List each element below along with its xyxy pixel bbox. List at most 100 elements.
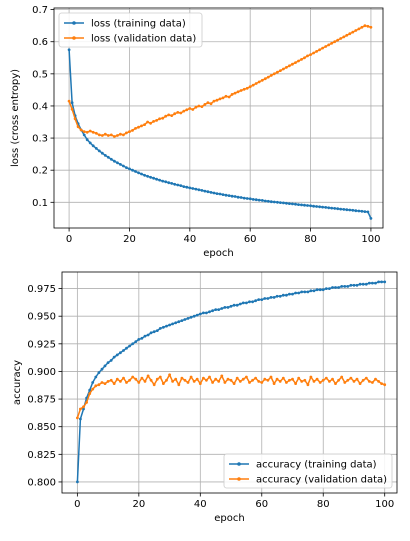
data-point xyxy=(363,210,367,214)
data-point xyxy=(241,301,245,305)
legend-box xyxy=(223,453,393,489)
data-point xyxy=(254,82,258,85)
data-point xyxy=(146,333,150,337)
data-point xyxy=(91,130,95,134)
data-point xyxy=(143,173,147,177)
data-point xyxy=(185,108,189,112)
data-point xyxy=(297,291,301,295)
data-point xyxy=(97,383,101,387)
data-point xyxy=(328,287,331,290)
data-point xyxy=(215,192,219,196)
y-axis-label: loss (cross entropy) xyxy=(10,69,21,167)
data-point xyxy=(257,380,261,383)
data-point xyxy=(251,378,255,382)
data-point xyxy=(97,149,101,153)
data-point xyxy=(208,310,211,314)
data-point xyxy=(315,288,319,292)
data-point xyxy=(245,197,249,200)
x-tick-label: 0 xyxy=(66,234,72,245)
data-point xyxy=(76,480,79,484)
data-point xyxy=(103,382,107,385)
data-point xyxy=(352,380,356,383)
data-point xyxy=(161,116,165,120)
data-point xyxy=(168,323,172,327)
y-tick-label: 0.7 xyxy=(32,5,48,16)
data-point xyxy=(291,202,294,206)
data-point xyxy=(82,407,85,411)
y-tick-label: 0.850 xyxy=(27,422,56,433)
plot-frame xyxy=(53,7,384,229)
data-point xyxy=(155,119,159,122)
data-point xyxy=(318,381,322,384)
data-point xyxy=(263,199,267,203)
data-point xyxy=(238,380,242,383)
data-point xyxy=(106,155,110,159)
data-point xyxy=(82,405,85,409)
data-point xyxy=(82,130,86,134)
data-point xyxy=(131,168,134,172)
data-point xyxy=(361,378,365,382)
data-point xyxy=(192,380,196,383)
data-point xyxy=(205,311,208,315)
data-point xyxy=(67,99,71,103)
data-point xyxy=(192,314,196,318)
data-point xyxy=(312,289,316,293)
data-point xyxy=(281,376,285,380)
data-point xyxy=(363,24,367,28)
data-point xyxy=(94,375,98,379)
legend-label: loss (training data) xyxy=(91,19,186,30)
data-point xyxy=(285,381,288,384)
data-point xyxy=(336,207,340,211)
data-point xyxy=(254,376,257,380)
data-point xyxy=(303,56,306,60)
data-point xyxy=(167,181,171,185)
data-point xyxy=(73,117,77,121)
data-point xyxy=(248,85,252,89)
data-point xyxy=(202,311,205,315)
data-point xyxy=(137,125,140,129)
data-point xyxy=(100,134,104,137)
data-point xyxy=(238,302,242,306)
data-point xyxy=(226,306,230,309)
data-point xyxy=(333,207,337,210)
data-point xyxy=(224,193,228,197)
data-point xyxy=(152,383,156,387)
data-point xyxy=(348,208,352,212)
data-point xyxy=(315,50,318,53)
y-tick-label: 0.6 xyxy=(32,37,48,48)
data-point xyxy=(131,129,134,132)
data-point xyxy=(119,351,122,355)
data-point xyxy=(331,377,334,381)
data-point xyxy=(297,59,300,63)
data-point xyxy=(334,382,337,385)
data-point xyxy=(257,298,261,301)
data-point xyxy=(257,198,261,202)
data-point xyxy=(276,70,279,74)
data-point xyxy=(182,185,186,189)
data-point xyxy=(318,48,321,52)
data-point xyxy=(352,283,356,287)
data-point xyxy=(106,380,110,383)
data-point xyxy=(294,61,297,64)
x-tick-label: 20 xyxy=(132,499,145,510)
data-point xyxy=(306,204,309,207)
data-point xyxy=(276,200,279,204)
data-point xyxy=(152,330,156,334)
data-point xyxy=(266,75,270,79)
legend-marker xyxy=(72,36,76,40)
legend-marker xyxy=(72,21,76,25)
data-point xyxy=(380,382,383,385)
data-point xyxy=(194,187,198,191)
data-point xyxy=(343,381,347,384)
data-point xyxy=(349,283,353,287)
data-point xyxy=(91,144,95,148)
data-point xyxy=(349,376,353,380)
data-point xyxy=(188,107,192,110)
data-point xyxy=(134,377,138,381)
data-point xyxy=(327,206,331,210)
y-axis-label: accuracy xyxy=(12,360,23,405)
x-tick-label: 60 xyxy=(255,499,268,510)
data-point xyxy=(358,282,362,286)
data-point xyxy=(174,377,178,381)
data-point xyxy=(269,296,273,299)
